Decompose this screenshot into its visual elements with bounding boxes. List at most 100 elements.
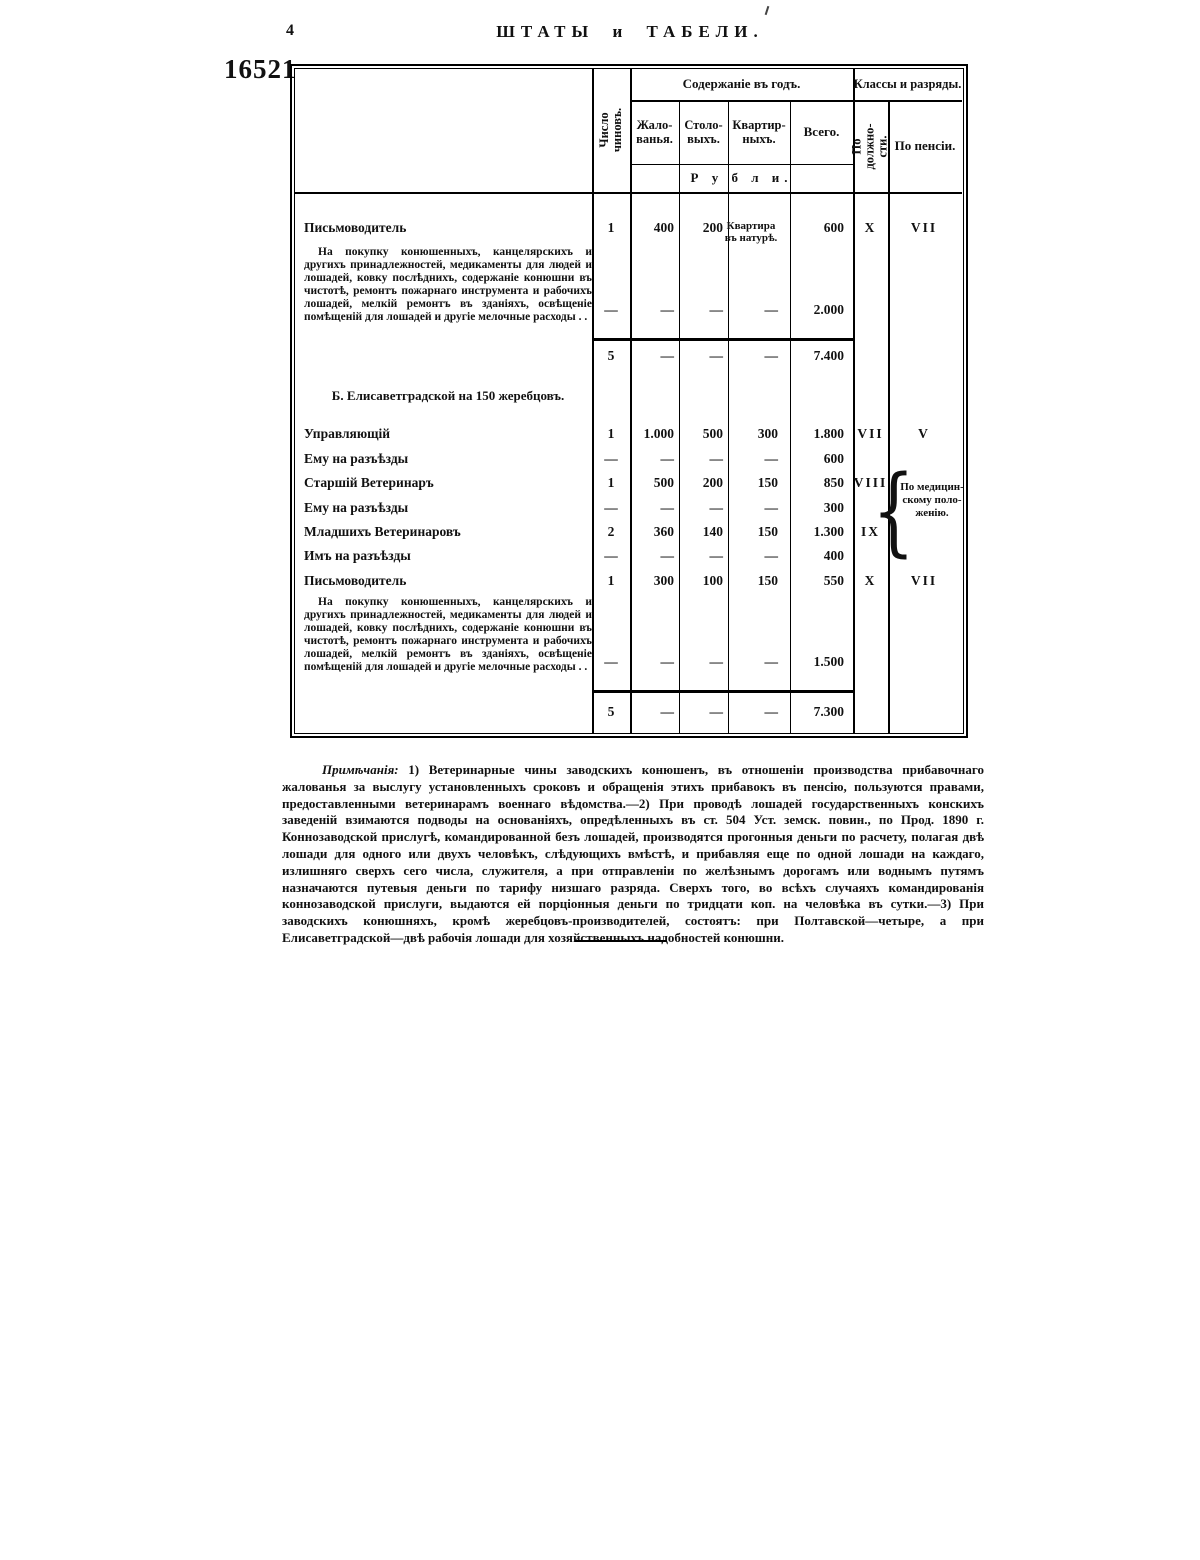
column-rule: [728, 100, 729, 733]
header-by-position: По должно- сти.: [850, 122, 890, 170]
row-label: Ему на разъѣзды: [304, 451, 409, 466]
cell-total: 600: [823, 451, 844, 466]
cell-salary: 500: [653, 475, 674, 490]
cell-salary: —: [660, 654, 675, 669]
header-table-money: Столо- выхъ.: [684, 118, 723, 146]
cell-count: 5: [607, 348, 615, 363]
table-row: — — — — 2.000: [290, 300, 968, 320]
cell-count: —: [604, 654, 618, 669]
total-row: 5 — — — 7.300: [290, 702, 968, 722]
document-number: 16521: [224, 54, 297, 84]
row-label: Управляющій: [304, 426, 391, 441]
cell-total: 7.400: [813, 348, 844, 363]
cell-count: 1: [607, 220, 615, 235]
table-outer-border: [290, 64, 968, 738]
cell-table-money: 140: [702, 524, 723, 539]
table-row: Письмоводитель 1 400 200 Квартира въ нат…: [290, 218, 968, 244]
column-rule: [888, 100, 890, 733]
cell-class-position: X: [864, 220, 877, 235]
cell-table-money: —: [709, 548, 724, 563]
table-row: Младшихъ Ветеринаровъ 2 360 140 150 1.30…: [290, 522, 968, 542]
cell-total: 300: [823, 500, 844, 515]
table-row: Управляющій 1 1.000 500 300 1.800 VII V: [290, 424, 968, 444]
header-rule: [630, 100, 962, 102]
cell-quarters: 150: [757, 524, 778, 539]
cell-count: —: [604, 500, 618, 515]
page-number: 4: [286, 22, 294, 39]
footnotes-lead: Примѣчанія:: [322, 762, 399, 777]
cell-quarters: —: [764, 348, 779, 363]
cell-total: 1.500: [813, 654, 844, 669]
cell-salary: —: [660, 302, 675, 317]
cell-table-money: —: [709, 302, 724, 317]
cell-total: 600: [823, 220, 844, 235]
expense-paragraph: На покупку конюшенныхъ, канцелярскихъ и …: [304, 596, 592, 673]
cell-class-position: IX: [860, 524, 880, 539]
cell-total: 2.000: [813, 302, 844, 317]
cell-total: 1.300: [813, 524, 844, 539]
header-rubles: Р у б л и.: [690, 170, 793, 185]
cell-table-money: —: [709, 704, 724, 719]
header-by-pension: По пенсіи.: [894, 138, 956, 153]
column-rule: [679, 100, 680, 733]
cell-total: 550: [823, 573, 844, 588]
cell-total: 7.300: [813, 704, 844, 719]
table-row: Письмоводитель 1 300 100 150 550 X VII: [290, 571, 968, 591]
cell-class-pension: V: [918, 426, 930, 441]
cell-quarters: —: [764, 548, 779, 563]
column-rule: [630, 69, 632, 733]
cell-salary: 360: [653, 524, 674, 539]
header-rule: [630, 164, 853, 165]
table-row: Ему на разъѣзды — — — — 300: [290, 498, 968, 518]
cell-count: 5: [607, 704, 615, 719]
section-header-elisavetgrad: Б. Елисаветградской на 150 жеребцовъ.: [331, 388, 565, 403]
cell-count: —: [604, 302, 618, 317]
subtotal-rule: [592, 690, 853, 693]
subtotal-row: 5 — — — 7.400: [290, 346, 968, 366]
header-total: Всего.: [803, 124, 840, 139]
row-label: Письмоводитель: [304, 220, 407, 235]
cell-salary: 300: [653, 573, 674, 588]
cell-count: 2: [607, 524, 615, 539]
column-rule: [853, 69, 855, 733]
cell-class-pension: VII: [910, 220, 938, 235]
cell-total: 1.800: [813, 426, 844, 441]
cell-table-money: —: [709, 348, 724, 363]
cell-count: —: [604, 451, 618, 466]
cell-quarters: —: [764, 451, 779, 466]
column-rule: [790, 100, 791, 733]
header-bottom-rule: [295, 192, 962, 194]
cell-salary: —: [660, 704, 675, 719]
cell-quarters: 150: [757, 475, 778, 490]
table-row: Ему на разъѣзды — — — — 600: [290, 449, 968, 469]
cell-salary: 1.000: [643, 426, 674, 441]
cell-table-money: —: [709, 654, 724, 669]
cell-table-money: —: [709, 500, 724, 515]
cell-table-money: 200: [702, 220, 723, 235]
cell-quarters: —: [764, 704, 779, 719]
cell-salary: —: [660, 348, 675, 363]
cell-count: 1: [607, 475, 615, 490]
header-salary: Жало- ванья.: [636, 118, 673, 146]
pension-brace: {: [872, 455, 916, 567]
table-row: — — — — 1.500: [290, 652, 968, 672]
cell-class-pension: VII: [910, 573, 938, 588]
column-rule: [592, 69, 594, 733]
cell-class-position: VIII: [853, 475, 888, 490]
cell-quarters: —: [764, 654, 779, 669]
header-classes-and-grades: Классы и разряды.: [853, 77, 962, 91]
staff-table: Число чиновъ. Содержаніе въ годъ. Классы…: [290, 64, 968, 738]
header-maintenance-per-year: Содержаніе въ годъ.: [682, 76, 801, 91]
cell-quarters: 300: [757, 426, 778, 441]
cell-class-position: VII: [857, 426, 884, 441]
row-label: Ему на разъѣзды: [304, 500, 409, 515]
pension-medical-note: По медицин- скому поло- женію.: [900, 481, 964, 519]
cell-table-money: 200: [702, 475, 723, 490]
cell-table-money: —: [709, 451, 724, 466]
cell-salary: —: [660, 500, 675, 515]
expense-paragraph: На покупку конюшенныхъ, канцелярскихъ и …: [304, 246, 592, 323]
cell-table-money: 500: [702, 426, 723, 441]
cell-quarters: —: [764, 302, 779, 317]
cell-quarters: Квартира въ натурѣ.: [724, 220, 778, 244]
stray-mark: [764, 5, 770, 16]
